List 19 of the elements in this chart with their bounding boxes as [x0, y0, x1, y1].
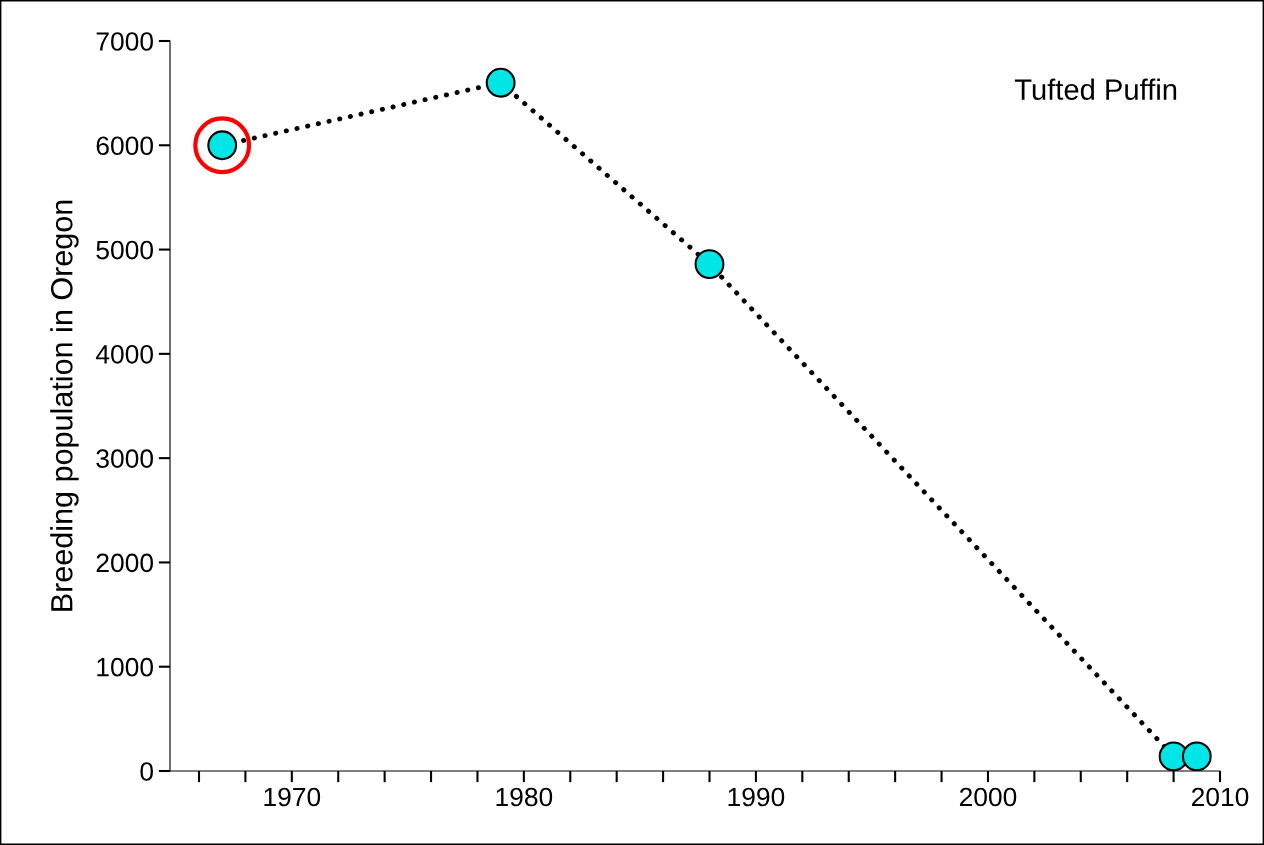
y-tick-label: 5000 [96, 240, 153, 260]
point [1181, 741, 1212, 771]
point [485, 67, 516, 98]
x-tick-label: 2010 [1191, 787, 1249, 807]
y-tick-label: 1000 [97, 657, 153, 677]
y-axis-title: Breeding population in Oregon [50, 200, 79, 611]
y-tick-label: 6000 [96, 136, 153, 156]
y-tick-label: 4000 [95, 344, 153, 364]
x-tick-label: 1970 [264, 787, 321, 807]
y-tick-label: 2000 [96, 553, 153, 573]
y-tick-label: 0 [140, 762, 153, 781]
y-tick-label: 7000 [96, 32, 153, 51]
x-tick-label: 2000 [959, 787, 1017, 807]
annotation: Tufted Puffin [1014, 78, 1177, 100]
x-tick-label: 1990 [728, 787, 785, 807]
point [193, 116, 252, 175]
y-tick-label: 3000 [96, 449, 153, 468]
x-tick-label: 1980 [496, 787, 553, 807]
point [694, 249, 725, 280]
